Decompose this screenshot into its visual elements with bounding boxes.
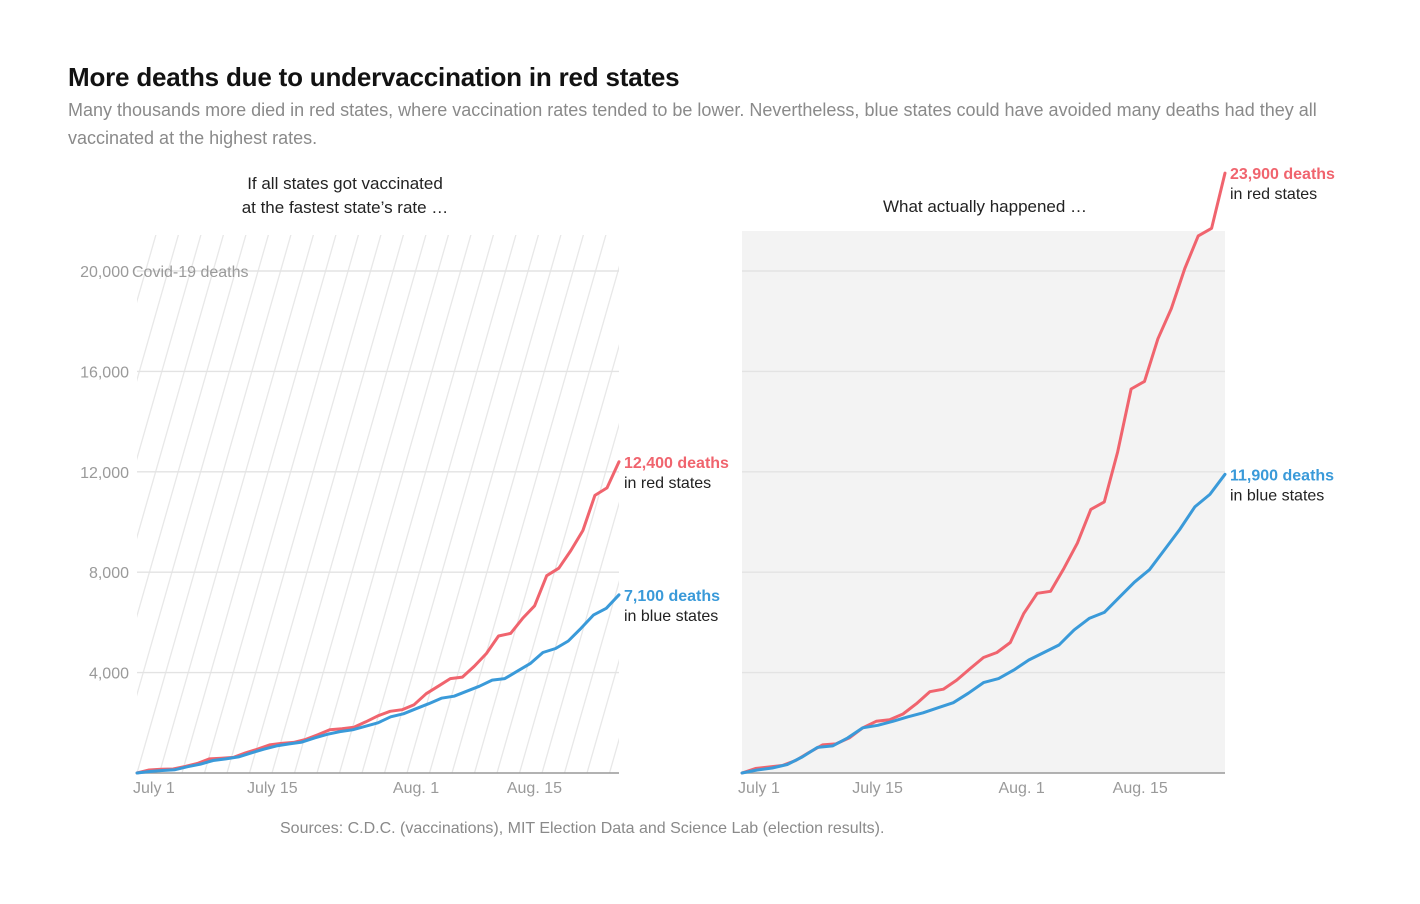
x-tick-label: Aug. 1 <box>393 780 439 797</box>
hatch-line <box>338 235 495 773</box>
y-tick-label: 16,000 <box>80 364 129 381</box>
left-hatch-pattern <box>0 231 619 773</box>
hatch-line <box>137 235 180 382</box>
red-end-label: 23,900 deaths <box>1230 166 1335 183</box>
hatch-line <box>451 235 607 773</box>
hatch-line <box>608 737 619 773</box>
x-tick-label: July 15 <box>247 780 298 797</box>
hatch-line <box>496 344 619 773</box>
hatch-line <box>0 231 22 773</box>
blue-states-line <box>740 472 1227 775</box>
hatch-line <box>518 422 619 773</box>
right-panel-title: What actually happened … <box>882 197 1088 216</box>
hatch-line <box>0 231 90 773</box>
hatch-line <box>137 235 225 540</box>
left-panel-title-line-1: If all states got vaccinated <box>247 174 443 193</box>
hatch-line <box>541 501 619 773</box>
hatch-line <box>137 235 292 773</box>
hatch-line <box>361 235 517 773</box>
red-states-line <box>135 460 621 775</box>
hatch-line <box>406 235 562 773</box>
hatch-line <box>137 235 202 461</box>
red-end-label: 12,400 deaths <box>624 455 729 472</box>
hatch-line <box>428 235 585 773</box>
left-panel-title: If all states got vaccinated at the fast… <box>195 172 495 220</box>
hatch-line <box>473 265 619 773</box>
hatch-line <box>271 235 427 773</box>
hatch-line <box>0 231 135 773</box>
left-panel-title-line-2: at the fastest state’s rate … <box>241 198 449 217</box>
hatch-line <box>316 235 472 773</box>
hatch-line <box>293 235 450 773</box>
chart-subtitle: Many thousands more died in red states, … <box>68 100 1317 148</box>
hatch-line <box>226 235 382 773</box>
blue-end-sublabel: in blue states <box>624 608 718 625</box>
red-states-line <box>740 171 1227 775</box>
hatch-line <box>383 235 540 773</box>
y-tick-label: 12,000 <box>80 465 129 482</box>
y-axis-label: Covid-19 deaths <box>132 264 249 281</box>
hatch-line <box>181 235 337 773</box>
blue-end-sublabel: in blue states <box>1230 487 1324 504</box>
x-tick-label: July 1 <box>738 780 780 797</box>
hatch-line <box>137 235 247 619</box>
y-tick-label: 8,000 <box>89 565 129 582</box>
x-tick-label: July 15 <box>852 780 903 797</box>
hatch-line <box>0 231 45 773</box>
blue-end-label: 7,100 deaths <box>624 588 720 605</box>
blue-states-line <box>135 593 621 775</box>
hatch-line <box>137 235 270 697</box>
hatch-line <box>248 235 405 773</box>
chart-title: More deaths due to undervaccination in r… <box>68 62 680 92</box>
y-tick-label: 4,000 <box>89 666 129 683</box>
hatch-line <box>586 658 619 773</box>
x-tick-label: Aug. 15 <box>1113 780 1168 797</box>
x-tick-label: Aug. 1 <box>998 780 1044 797</box>
red-end-sublabel: in red states <box>1230 186 1317 203</box>
hatch-line <box>0 231 67 773</box>
hatch-line <box>203 235 360 773</box>
source-note: Sources: C.D.C. (vaccinations), MIT Elec… <box>280 820 885 837</box>
x-tick-label: Aug. 15 <box>507 780 562 797</box>
y-tick-label: 20,000 <box>80 264 129 281</box>
hatch-line <box>158 235 315 773</box>
hatch-line <box>137 235 157 304</box>
right-panel-background <box>742 231 1225 773</box>
red-end-sublabel: in red states <box>624 475 711 492</box>
blue-end-label: 11,900 deaths <box>1230 467 1334 484</box>
hatch-line <box>0 231 112 773</box>
hatch-line <box>563 580 619 773</box>
series-lines <box>135 171 1227 775</box>
x-tick-label: July 1 <box>133 780 175 797</box>
